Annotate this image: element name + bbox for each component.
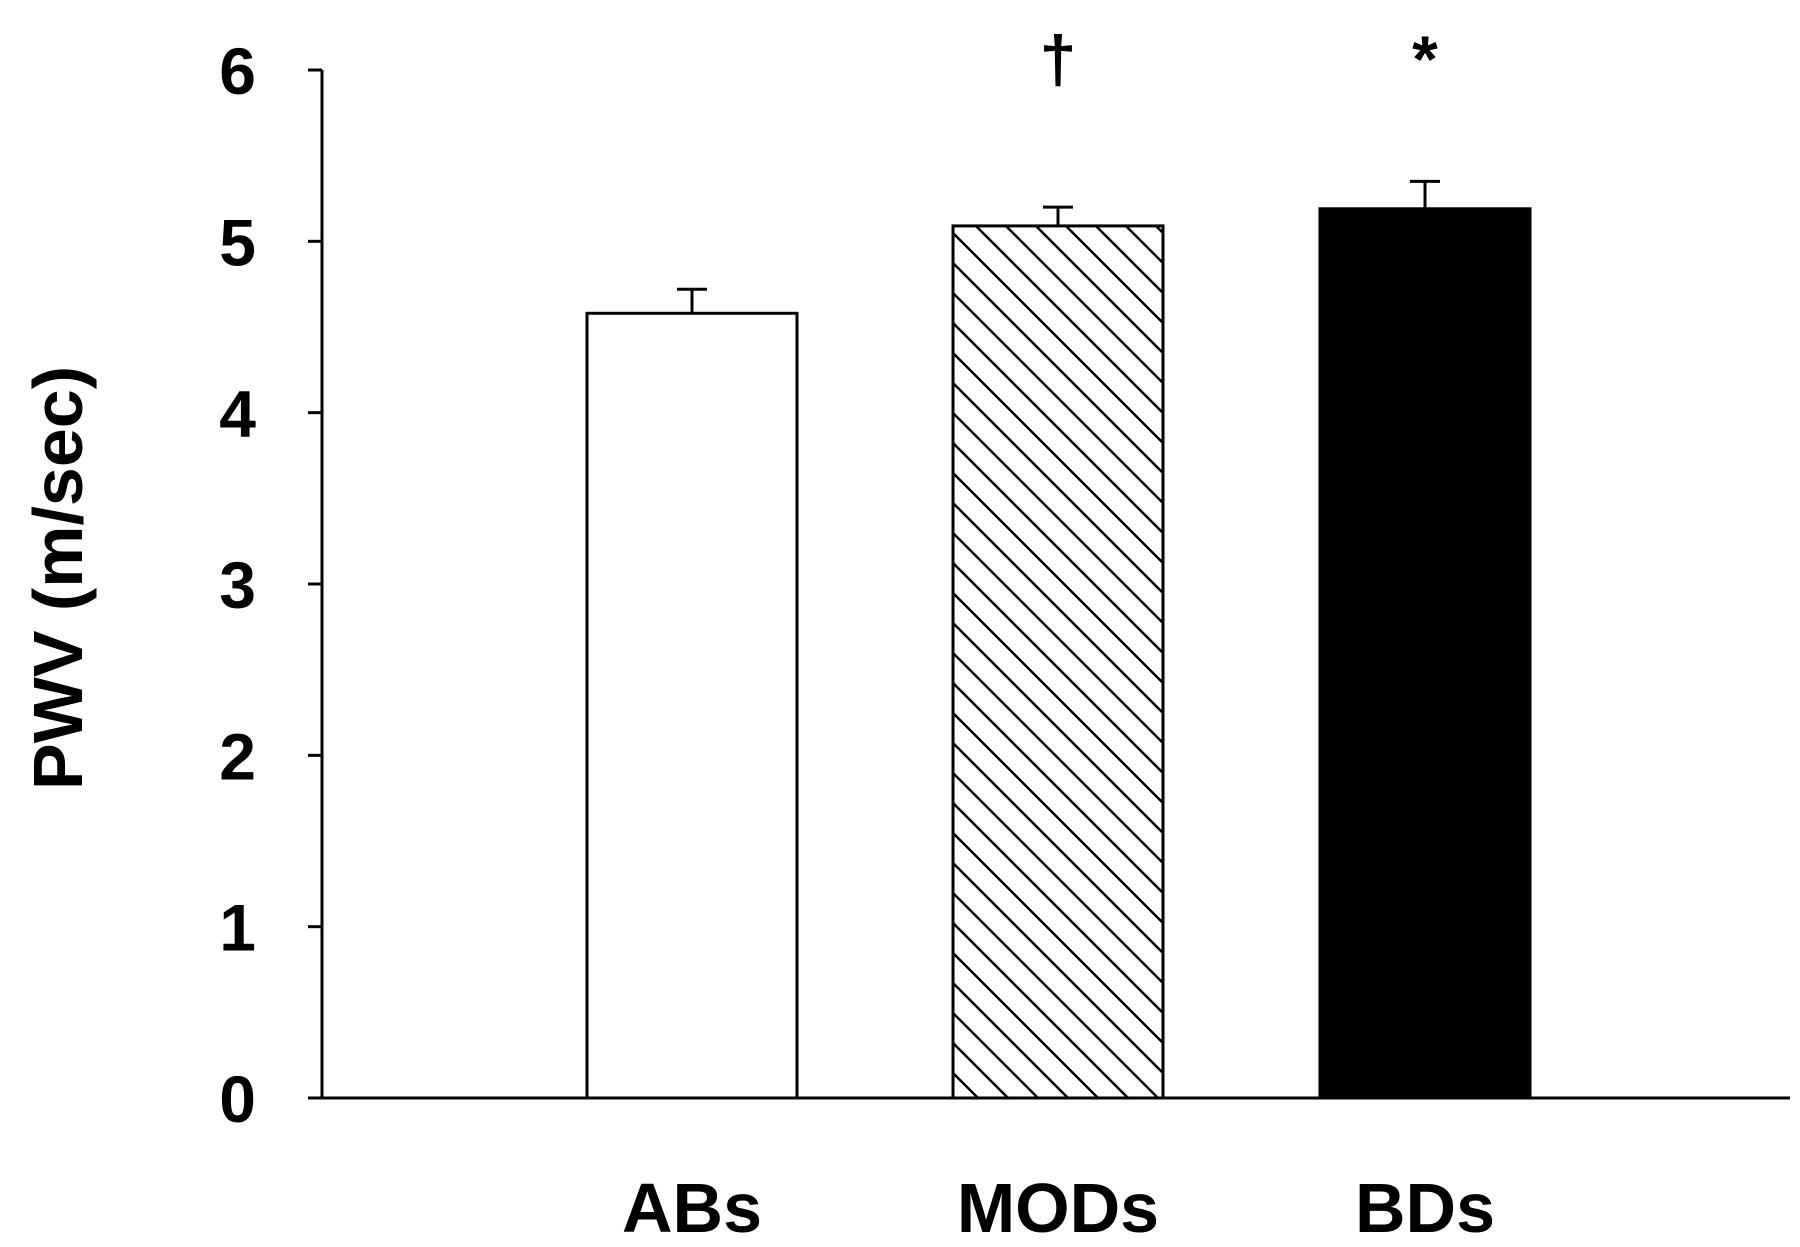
significance-marker: † (1040, 22, 1077, 96)
y-tick-label: 0 (219, 1062, 256, 1136)
y-axis-title: PWV (m/sec) (19, 366, 97, 790)
y-tick-label: 1 (219, 891, 256, 965)
bar-abs (585, 311, 799, 1100)
y-tick-label: 4 (219, 377, 256, 451)
category-label: ABs (622, 1169, 762, 1247)
bar-bds (1318, 207, 1532, 1100)
significance-marker: * (1412, 22, 1438, 96)
category-label: MODs (957, 1169, 1159, 1247)
y-tick-label: 2 (219, 719, 256, 793)
category-label: BDs (1355, 1169, 1495, 1247)
y-tick-label: 6 (219, 34, 256, 108)
plot-area: 0 1 2 3 4 5 6 ABs MODs † BDs * (219, 22, 1790, 1247)
y-tick-label: 3 (219, 548, 256, 622)
bar-mods (951, 224, 1165, 1100)
y-tick-label: 5 (219, 205, 256, 279)
